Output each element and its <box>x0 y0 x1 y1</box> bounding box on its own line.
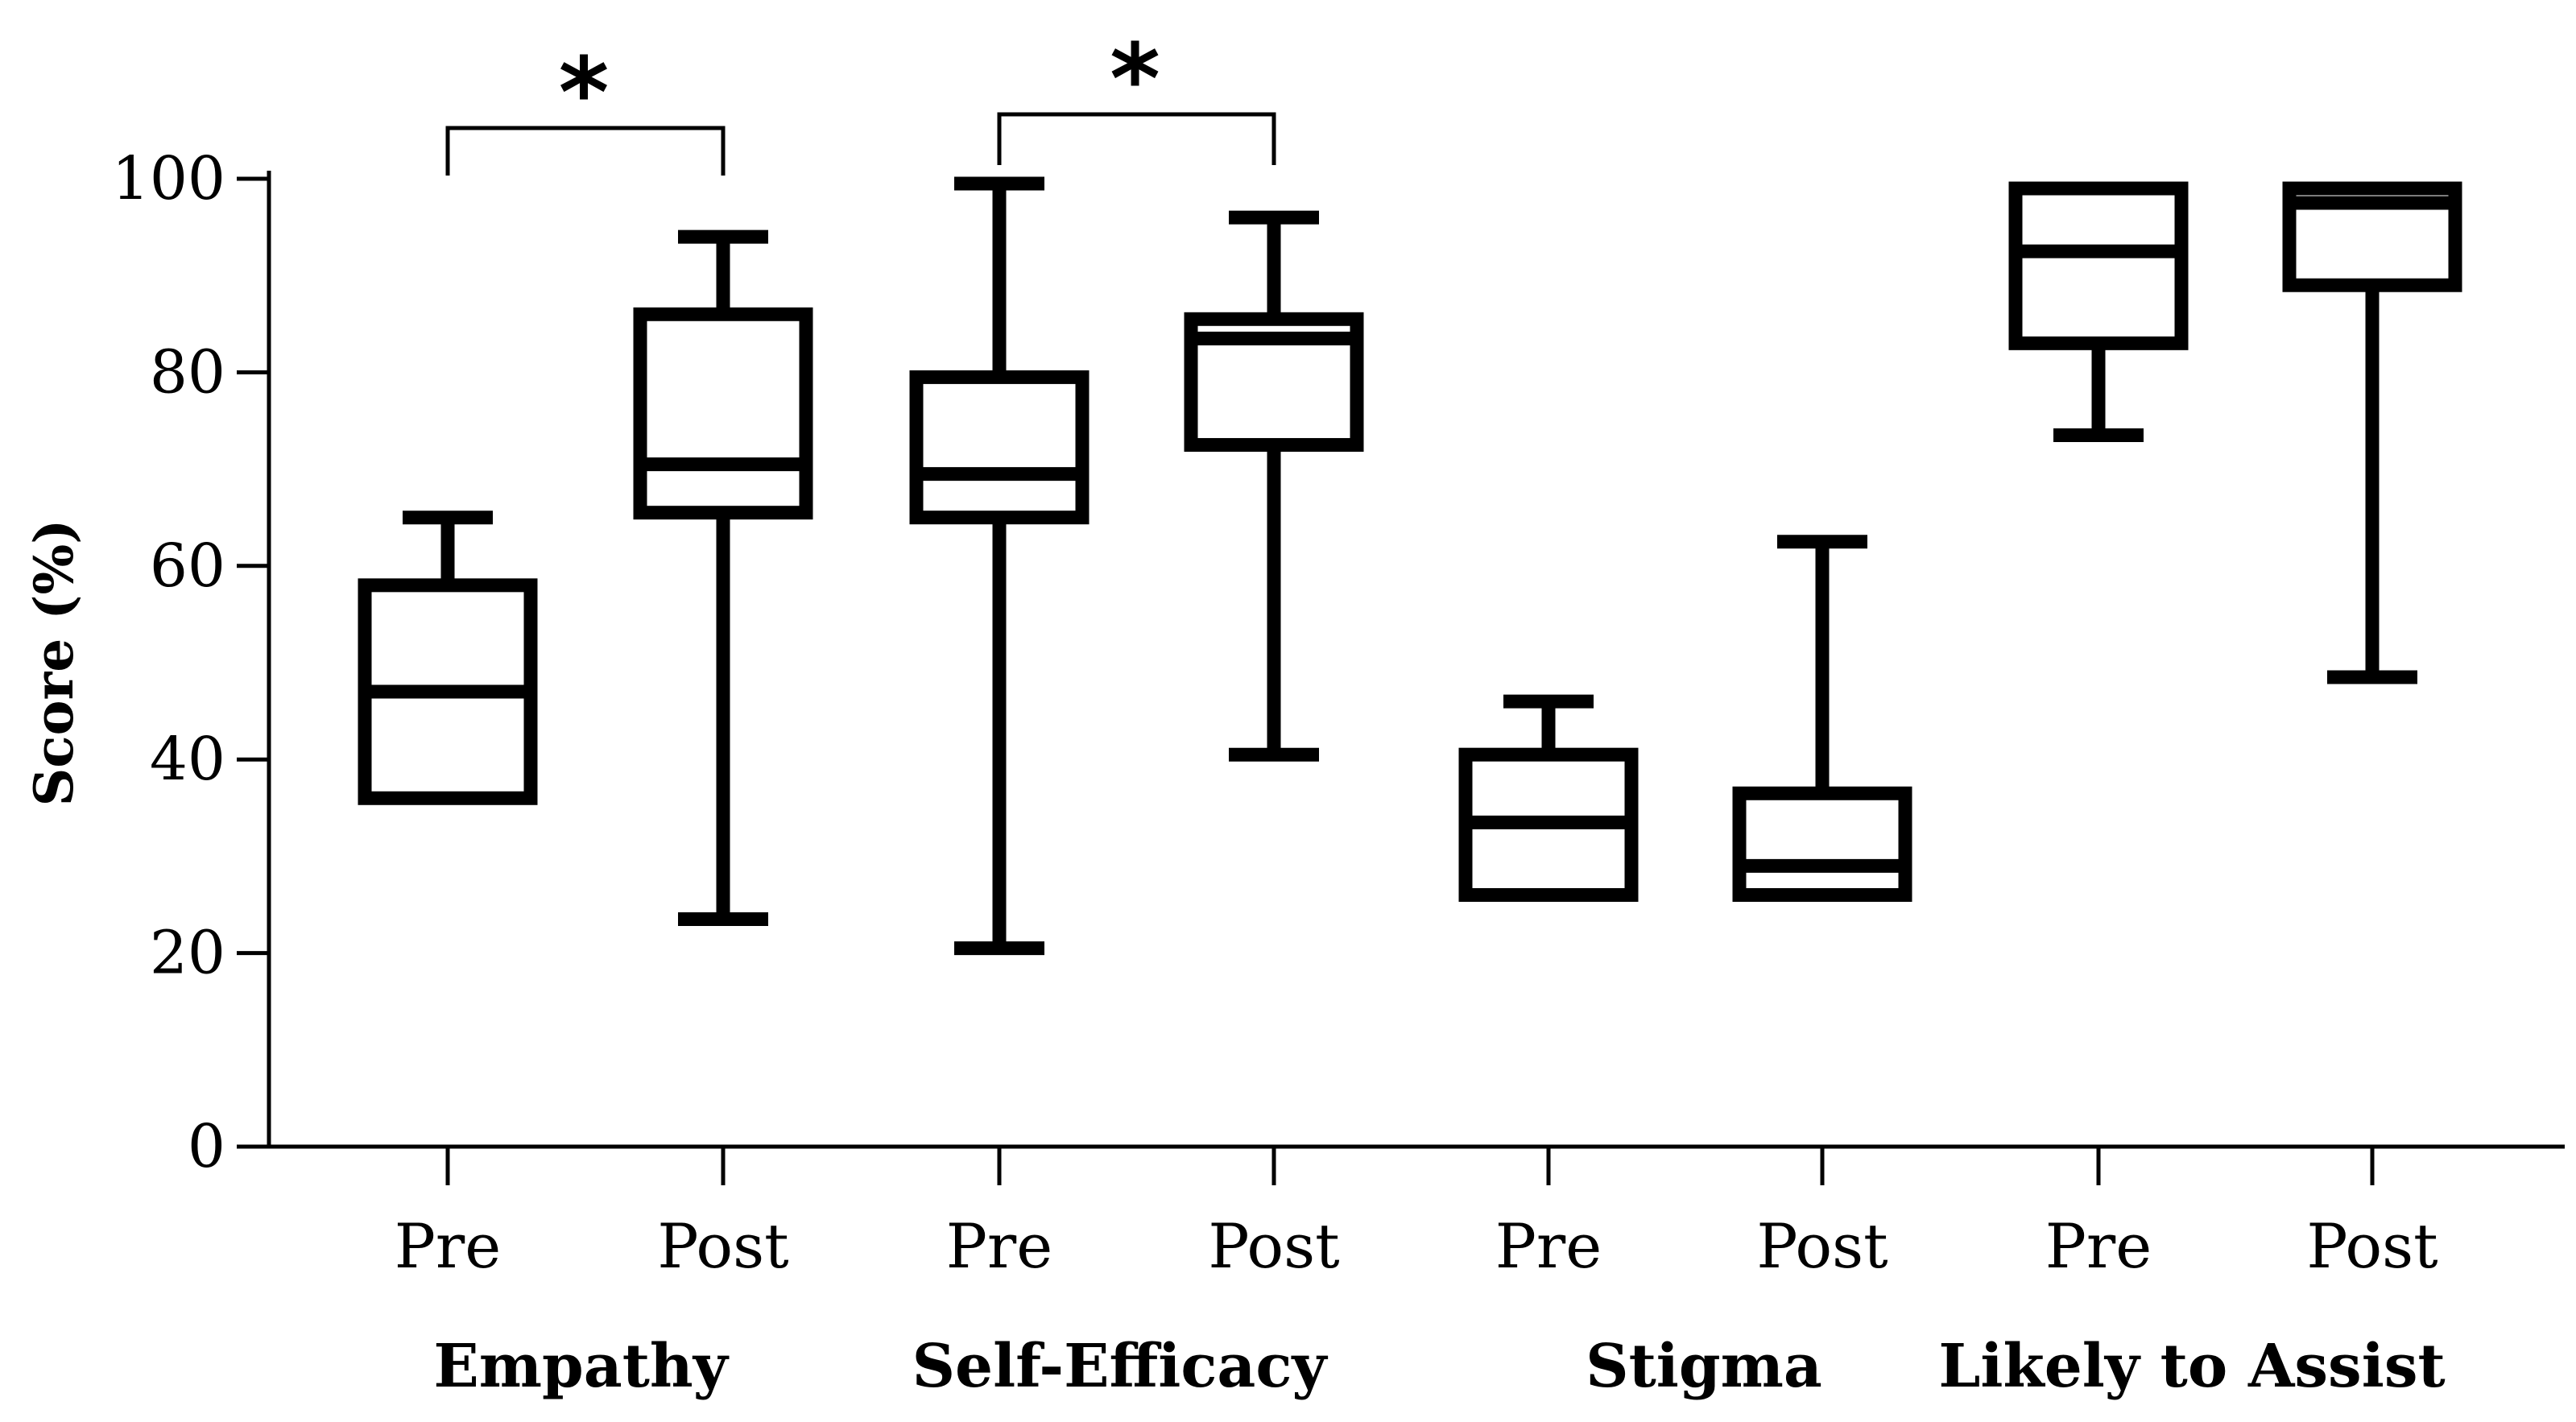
box-body <box>633 307 813 520</box>
x-tick-label: Pre <box>2045 1210 2152 1282</box>
group-label: Self-Efficacy <box>912 1332 1329 1401</box>
x-tick-label: Post <box>657 1210 788 1282</box>
box-body <box>2008 181 2189 350</box>
box-body <box>1732 786 1912 902</box>
axes-layer: 0 20 40 60 80 100 <box>112 144 2565 1185</box>
y-tick-label: 40 <box>150 725 225 794</box>
significance-layer: * * <box>445 24 1276 176</box>
group-label: Empathy <box>433 1332 729 1401</box>
box-stigma-pre <box>1458 694 1639 902</box>
box-empathy-post <box>633 229 813 927</box>
x-tick-label: Post <box>2306 1210 2437 1282</box>
significance-bracket <box>445 126 726 176</box>
box-body <box>909 370 1090 525</box>
y-tick-label: 80 <box>150 337 225 407</box>
group-label: Likely to Assist <box>1938 1332 2445 1401</box>
significance-bracket <box>997 112 1276 165</box>
box-empathy-pre <box>358 511 538 805</box>
y-tick-label: 100 <box>112 144 225 213</box>
box-likely-to-assist-pre <box>2008 181 2189 443</box>
x-tick-label: Post <box>1208 1210 1339 1282</box>
significance-marker: * <box>1110 24 1160 136</box>
group-label: Stigma <box>1586 1332 1822 1401</box>
y-tick-label: 60 <box>150 531 225 601</box>
x-tick-label: Post <box>1756 1210 1888 1282</box>
y-axis-title: Score (%) <box>23 519 85 807</box>
box-self-efficacy-pre <box>909 176 1090 956</box>
significance-marker: * <box>559 38 610 150</box>
box-self-efficacy-post <box>1184 210 1364 762</box>
x-tick-label: Pre <box>946 1210 1052 1282</box>
labels-layer: Score (%) Pre Post Empathy Pre Post Self-Effic… <box>23 519 2446 1401</box>
y-tick-label: 20 <box>150 919 225 988</box>
box-stigma-post <box>1732 535 1912 902</box>
box-likely-to-assist-post <box>2282 181 2462 684</box>
x-tick-label: Pre <box>395 1210 501 1282</box>
y-tick-label: 0 <box>188 1112 225 1181</box>
boxes-layer <box>358 176 2462 956</box>
x-tick-label: Pre <box>1495 1210 1602 1282</box>
